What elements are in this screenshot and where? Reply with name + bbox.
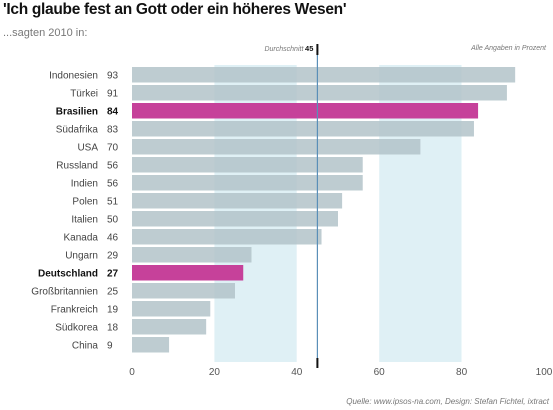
bar-sudkorea — [132, 319, 207, 335]
category-label-deutschland: Deutschland — [38, 268, 98, 279]
category-label-usa: USA — [77, 142, 98, 153]
bar-grossbritannien — [132, 283, 235, 299]
x-tick-100: 100 — [536, 367, 553, 378]
bar-kanada — [132, 229, 322, 245]
value-label-sudkorea: 18 — [107, 322, 119, 333]
category-label-indonesien: Indonesien — [49, 70, 98, 81]
average-value: 45 — [305, 44, 313, 53]
category-label-brasilien: Brasilien — [56, 106, 98, 117]
bar-turkei — [132, 85, 507, 101]
category-label-sudafrika: Südafrika — [56, 124, 99, 135]
value-label-kanada: 46 — [107, 232, 119, 243]
chart-title: 'Ich glaube fest an Gott oder ein höhere… — [3, 1, 347, 18]
value-label-indonesien: 93 — [107, 70, 119, 81]
value-label-china: 9 — [107, 340, 113, 351]
x-tick-20: 20 — [209, 367, 221, 378]
category-label-ungarn: Ungarn — [65, 250, 98, 261]
category-label-indien: Indien — [71, 178, 98, 189]
category-label-russland: Russland — [56, 160, 98, 171]
category-label-grossbritannien: Großbritannien — [31, 286, 98, 297]
x-tick-80: 80 — [456, 367, 468, 378]
average-label: Durchschnitt — [264, 46, 304, 53]
bar-ungarn — [132, 247, 252, 263]
category-label-china: China — [72, 340, 99, 351]
category-labels: Indonesien Türkei Brasilien Südafrika USA Rus… — [31, 70, 98, 351]
value-label-sudafrika: 83 — [107, 124, 119, 135]
category-label-polen: Polen — [72, 196, 98, 207]
value-label-grossbritannien: 25 — [107, 286, 119, 297]
category-label-kanada: Kanada — [64, 232, 99, 243]
bar-sudafrika — [132, 121, 474, 137]
value-label-russland: 56 — [107, 160, 119, 171]
bar-russland — [132, 157, 363, 173]
bar-china — [132, 337, 170, 353]
chart-subtitle: ...sagten 2010 in: — [3, 27, 88, 39]
bar-indonesien — [132, 67, 516, 83]
value-label-polen: 51 — [107, 196, 119, 207]
value-label-brasilien: 84 — [107, 106, 119, 117]
bar-indien — [132, 175, 363, 191]
bars — [132, 67, 516, 353]
category-label-sudkorea: Südkorea — [55, 322, 98, 333]
x-tick-60: 60 — [374, 367, 386, 378]
bar-italien — [132, 211, 338, 227]
x-axis: 0 20 40 60 80 100 — [129, 367, 553, 378]
bar-frankreich — [132, 301, 211, 317]
category-label-frankreich: Frankreich — [51, 304, 98, 315]
category-label-italien: Italien — [71, 214, 98, 225]
value-labels: 93 91 84 83 70 56 56 51 50 46 29 27 25 19 18 9 — [107, 70, 119, 351]
value-label-frankreich: 19 — [107, 304, 119, 315]
value-label-ungarn: 29 — [107, 250, 119, 261]
source-note: Quelle: www.ipsos-na.com, Design: Stefan… — [346, 397, 549, 406]
bar-brasilien — [132, 103, 479, 119]
bar-deutschland — [132, 265, 244, 281]
x-tick-40: 40 — [291, 367, 303, 378]
value-label-deutschland: 27 — [107, 268, 119, 279]
value-label-indien: 56 — [107, 178, 119, 189]
value-label-usa: 70 — [107, 142, 119, 153]
average-marker: Durchschnitt 45 — [264, 44, 319, 368]
bar-usa — [132, 139, 421, 155]
bar-polen — [132, 193, 343, 209]
unit-note: Alle Angaben in Prozent — [470, 45, 547, 52]
value-label-italien: 50 — [107, 214, 119, 225]
value-label-turkei: 91 — [107, 88, 119, 99]
x-tick-0: 0 — [129, 367, 135, 378]
category-label-turkei: Türkei — [70, 88, 98, 99]
